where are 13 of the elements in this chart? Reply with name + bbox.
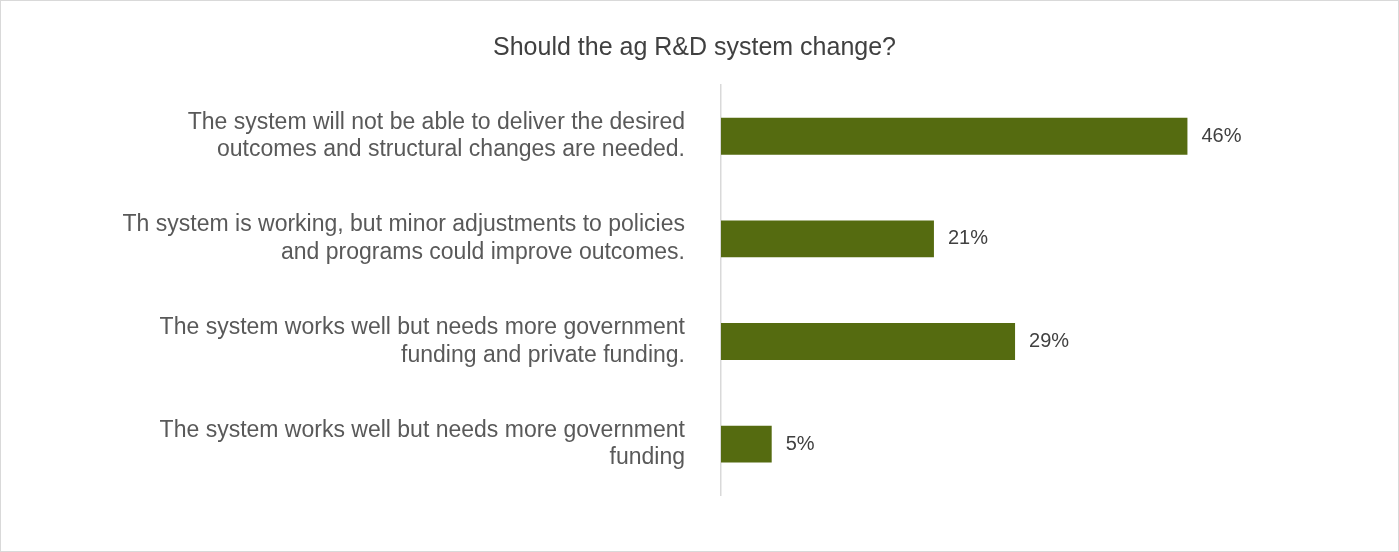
data-label: 5% (785, 431, 815, 454)
bar (721, 323, 1016, 360)
data-label: 21% (947, 226, 989, 249)
data-label: 29% (1029, 329, 1070, 352)
bar (721, 117, 1188, 155)
y-tick-label: The system will not be able to deliver the desired outcomes and structural changes are needed. (187, 107, 685, 162)
y-tick-label: Th system is working, but minor adjustments to policies and programs could improve outcomes. (122, 210, 685, 265)
chart-title: Should the ag R&D system change? (492, 31, 897, 60)
bar (721, 220, 934, 258)
bar (721, 425, 772, 463)
y-tick-label: The system works well but needs more government funding and private funding. (159, 313, 686, 367)
y-tick-label: The system works well but needs more government funding (159, 415, 686, 470)
data-label: 46% (1201, 123, 1242, 146)
